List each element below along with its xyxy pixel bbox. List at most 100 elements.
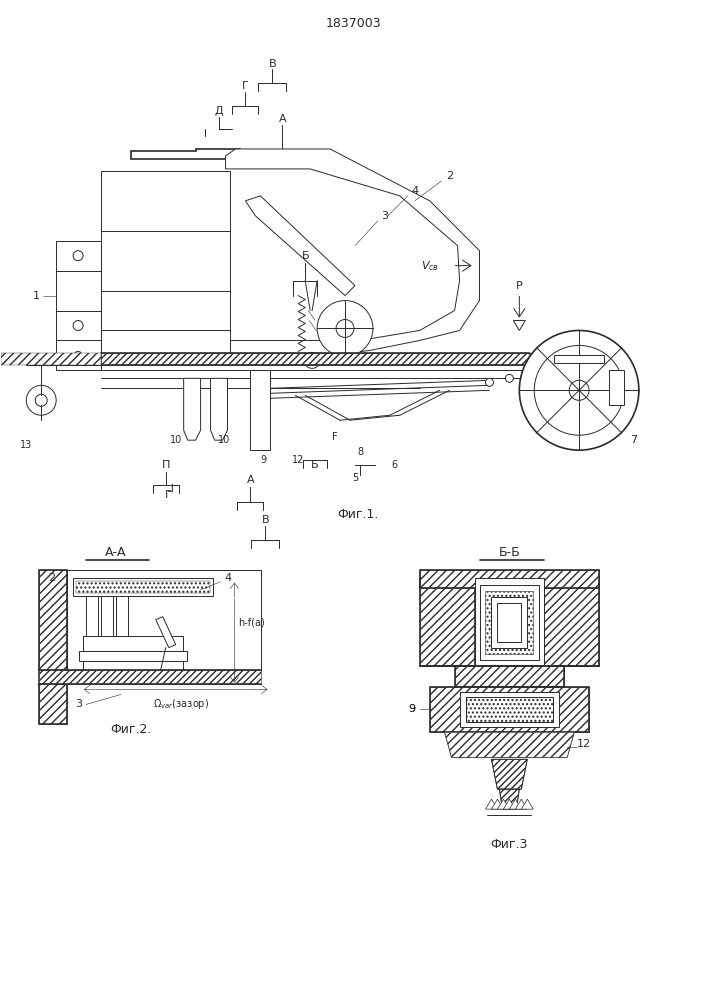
Text: 3: 3 <box>381 211 388 221</box>
Circle shape <box>309 357 315 363</box>
Polygon shape <box>509 799 521 809</box>
Bar <box>430 687 589 732</box>
Text: А: А <box>279 114 286 124</box>
Text: 12: 12 <box>292 455 305 465</box>
Text: Б: Б <box>311 460 319 470</box>
Text: Б: Б <box>301 251 309 261</box>
Circle shape <box>336 320 354 337</box>
Text: 6: 6 <box>392 460 398 470</box>
Text: F: F <box>332 432 338 442</box>
Bar <box>79 651 187 661</box>
Bar <box>465 697 553 722</box>
Circle shape <box>527 373 531 377</box>
Bar <box>455 666 564 687</box>
Text: Фиг.2.: Фиг.2. <box>110 723 151 736</box>
Bar <box>420 578 474 666</box>
Circle shape <box>73 251 83 261</box>
Circle shape <box>317 301 373 356</box>
Text: 2: 2 <box>47 573 54 583</box>
Bar <box>86 596 98 656</box>
Text: П: П <box>162 460 170 470</box>
Circle shape <box>537 375 542 381</box>
Bar <box>479 585 539 660</box>
Polygon shape <box>503 799 515 809</box>
Polygon shape <box>513 320 525 330</box>
Polygon shape <box>226 149 479 360</box>
Polygon shape <box>515 799 527 809</box>
Text: Г: Г <box>165 490 172 500</box>
Text: А-А: А-А <box>105 546 127 559</box>
Circle shape <box>520 330 639 450</box>
Bar <box>530 353 619 365</box>
Text: 9: 9 <box>408 704 415 714</box>
Circle shape <box>304 352 320 368</box>
Bar <box>465 697 553 722</box>
Bar <box>40 670 262 684</box>
Text: $V_{св}$: $V_{св}$ <box>421 259 439 273</box>
Bar <box>76 581 209 593</box>
Circle shape <box>525 370 534 380</box>
Bar <box>1 353 101 365</box>
Circle shape <box>506 374 513 382</box>
Bar <box>554 355 604 363</box>
Bar <box>83 636 182 651</box>
Circle shape <box>486 378 493 386</box>
Polygon shape <box>250 370 270 450</box>
Text: 4: 4 <box>225 573 232 583</box>
Polygon shape <box>445 732 574 757</box>
Bar <box>67 570 262 670</box>
Circle shape <box>534 345 624 435</box>
Text: 8: 8 <box>357 447 363 457</box>
Text: 13: 13 <box>21 440 33 450</box>
Text: А: А <box>247 475 255 485</box>
Text: 3: 3 <box>76 699 83 709</box>
Circle shape <box>26 385 56 415</box>
Text: 10: 10 <box>170 435 182 445</box>
Text: 12: 12 <box>577 739 591 749</box>
Text: Г: Г <box>165 480 172 490</box>
Circle shape <box>35 394 47 406</box>
Bar <box>474 578 544 666</box>
Text: Б-Б: Б-Б <box>498 546 520 559</box>
Bar <box>420 570 599 588</box>
Bar <box>40 570 67 724</box>
Bar <box>101 353 530 365</box>
Polygon shape <box>156 617 176 648</box>
Text: 7: 7 <box>631 435 638 445</box>
Text: 4: 4 <box>411 186 419 196</box>
Bar <box>486 591 533 654</box>
Polygon shape <box>486 799 498 809</box>
Polygon shape <box>211 378 228 440</box>
Bar <box>544 578 599 666</box>
Bar <box>83 661 182 673</box>
Polygon shape <box>56 241 101 370</box>
Polygon shape <box>491 759 527 789</box>
Polygon shape <box>131 149 240 159</box>
Polygon shape <box>184 378 201 440</box>
Bar <box>420 578 474 666</box>
Text: В: В <box>269 59 276 69</box>
Circle shape <box>73 320 83 330</box>
Polygon shape <box>101 171 230 360</box>
Text: Фиг.1.: Фиг.1. <box>337 508 379 521</box>
Polygon shape <box>521 799 533 809</box>
Text: 10: 10 <box>218 435 230 445</box>
Text: 9: 9 <box>408 704 415 714</box>
Polygon shape <box>498 799 509 809</box>
Text: Фиг.3: Фиг.3 <box>491 838 528 851</box>
Bar <box>73 578 213 596</box>
Bar <box>544 578 599 666</box>
Polygon shape <box>445 732 574 757</box>
Circle shape <box>74 351 82 359</box>
Text: 2: 2 <box>446 171 453 181</box>
Text: P: P <box>516 281 522 291</box>
Text: Г: Г <box>242 81 249 91</box>
Bar <box>101 596 113 656</box>
Bar <box>498 603 521 642</box>
Circle shape <box>569 380 589 400</box>
Text: $\Omega_{var}$(зазор): $\Omega_{var}$(зазор) <box>153 697 209 711</box>
Text: 1837003: 1837003 <box>325 17 381 30</box>
Text: В: В <box>262 515 269 525</box>
Bar <box>430 687 589 732</box>
Bar <box>491 597 527 648</box>
